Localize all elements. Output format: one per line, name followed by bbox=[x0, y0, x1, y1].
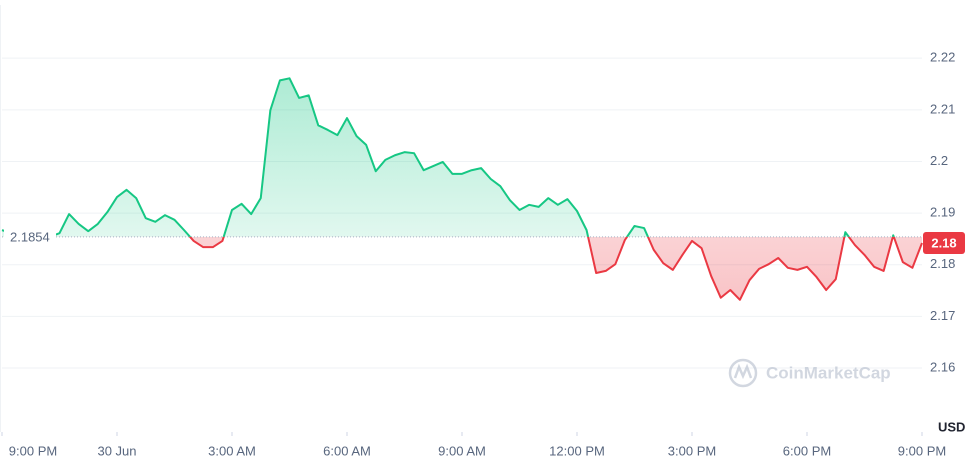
y-tick-label: 2.16 bbox=[930, 359, 955, 374]
y-tick-label: 2.21 bbox=[930, 101, 955, 116]
x-tick-label: 12:00 PM bbox=[549, 443, 605, 458]
x-tick-label: 3:00 AM bbox=[208, 443, 256, 458]
area-up bbox=[2, 78, 922, 237]
price-line-up bbox=[1, 77, 895, 237]
x-tick-label: 6:00 PM bbox=[783, 443, 831, 458]
x-tick-label: 30 Jun bbox=[97, 443, 136, 458]
watermark-text: CoinMarketCap bbox=[766, 363, 891, 382]
current-price-tag bbox=[923, 232, 965, 255]
watermark: CoinMarketCap bbox=[728, 358, 891, 388]
y-tick-label: 2.2 bbox=[930, 153, 948, 168]
baseline-label: 2.1854 bbox=[10, 229, 50, 244]
baseline-label-bg bbox=[4, 226, 56, 247]
price-line-down bbox=[40, 236, 923, 301]
y-axis-label: USD bbox=[938, 419, 965, 434]
y-tick-label: 2.17 bbox=[930, 308, 955, 323]
x-tick-label: 6:00 AM bbox=[323, 443, 371, 458]
x-tick-label: 3:00 PM bbox=[668, 443, 716, 458]
y-tick-label: 2.22 bbox=[930, 50, 955, 65]
y-tick-label: 2.19 bbox=[930, 205, 955, 220]
x-tick-label: 9:00 AM bbox=[438, 443, 486, 458]
current-price-label: 2.18 bbox=[931, 235, 956, 250]
y-tick-label: 2.18 bbox=[930, 256, 955, 271]
x-tick-label: 9:00 PM bbox=[898, 443, 946, 458]
x-tick-label: 9:00 PM bbox=[9, 443, 57, 458]
